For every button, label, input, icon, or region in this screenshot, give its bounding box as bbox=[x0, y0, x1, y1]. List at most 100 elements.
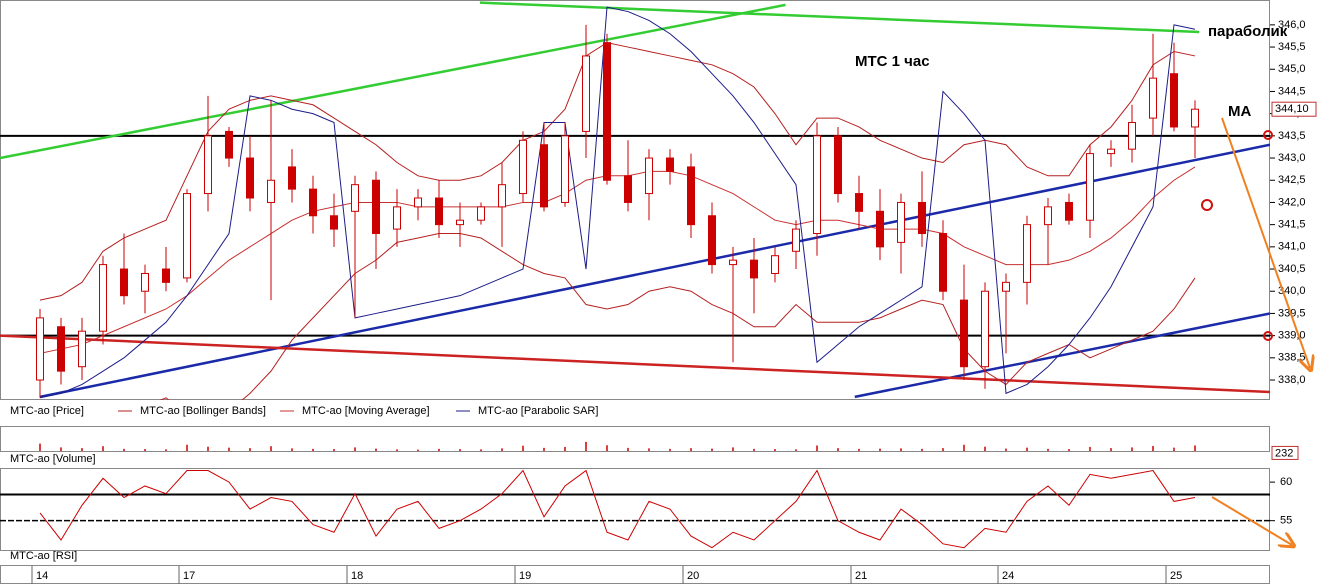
candle-body bbox=[1002, 281, 1010, 292]
candle-body bbox=[540, 144, 548, 208]
candle-body bbox=[1044, 206, 1052, 226]
price-label: 344,10 bbox=[1275, 103, 1309, 115]
candle-body bbox=[36, 317, 44, 381]
candle-body bbox=[414, 197, 422, 208]
trend-line bbox=[0, 334, 1270, 394]
candle-body bbox=[1128, 122, 1136, 150]
y-tick-label: 343,0 bbox=[1278, 152, 1306, 164]
x-tick-label: 24 bbox=[1002, 570, 1014, 582]
candle-body bbox=[855, 193, 863, 212]
candle-body bbox=[99, 264, 107, 332]
candle-body bbox=[330, 215, 338, 230]
candle-body bbox=[162, 268, 170, 283]
legend-entry: MTC-ao [Parabolic SAR] bbox=[478, 405, 598, 417]
candle-body bbox=[1086, 153, 1094, 221]
candle-body bbox=[960, 299, 968, 368]
y-tick-label: 345,5 bbox=[1278, 41, 1306, 53]
annotation: параболик bbox=[1208, 23, 1288, 40]
candle-body bbox=[183, 193, 191, 279]
x-tick-label: 14 bbox=[36, 570, 48, 582]
candle-body bbox=[393, 206, 401, 230]
legend-entry: MTC-ao [Moving Average] bbox=[302, 405, 430, 417]
annotation: MTC 1 час bbox=[855, 53, 930, 70]
annotation: МА bbox=[1228, 103, 1251, 120]
candle-body bbox=[435, 197, 443, 226]
candle-body bbox=[1065, 201, 1073, 221]
candle-body bbox=[1170, 73, 1178, 128]
candle-body bbox=[582, 55, 590, 132]
candle-body bbox=[876, 210, 884, 248]
x-tick-label: 21 bbox=[855, 570, 867, 582]
forecast-arrow bbox=[1221, 117, 1310, 368]
y-tick-label: 60 bbox=[1280, 476, 1292, 488]
candle-body bbox=[309, 188, 317, 217]
indicator-line bbox=[159, 233, 1196, 400]
legend-entry: MTC-ao [RSI] bbox=[10, 550, 77, 562]
y-tick-label: 341,0 bbox=[1278, 241, 1306, 253]
candle-body bbox=[666, 157, 674, 172]
candle-body bbox=[624, 175, 632, 203]
volume-label: 232 bbox=[1275, 447, 1293, 459]
price-plot bbox=[0, 1, 1270, 400]
candle-body bbox=[750, 259, 758, 279]
y-tick-label: 342,0 bbox=[1278, 196, 1306, 208]
candle-body bbox=[1023, 224, 1031, 283]
candle-body bbox=[792, 228, 800, 252]
legend-entry: MTC-ao [Bollinger Bands] bbox=[140, 405, 266, 417]
y-tick-label: 341,5 bbox=[1278, 219, 1306, 231]
candle-body bbox=[1107, 148, 1115, 155]
candle-body bbox=[834, 135, 842, 195]
candle-body bbox=[813, 135, 821, 235]
y-tick-label: 338,0 bbox=[1278, 374, 1306, 386]
x-tick-label: 20 bbox=[687, 570, 699, 582]
candle-body bbox=[225, 130, 233, 159]
rsi-plot bbox=[0, 469, 1270, 549]
y-tick-label: 343,5 bbox=[1278, 130, 1306, 142]
legend-entry: MTC-ao [Volume] bbox=[10, 453, 96, 465]
y-tick-label: 344,5 bbox=[1278, 85, 1306, 97]
candle-body bbox=[477, 206, 485, 221]
candle-body bbox=[141, 272, 149, 292]
trend-line bbox=[0, 3, 786, 160]
volume-plot bbox=[39, 441, 1196, 451]
candle-body bbox=[1191, 108, 1199, 128]
price-panel bbox=[0, 0, 1270, 400]
forecast-arrow bbox=[1211, 496, 1292, 545]
candle-body bbox=[771, 255, 779, 274]
candle-body bbox=[498, 184, 506, 208]
candle-body bbox=[981, 290, 989, 368]
candle-body bbox=[603, 42, 611, 181]
y-tick-label: 55 bbox=[1280, 515, 1292, 527]
level-marker bbox=[1263, 331, 1273, 341]
candle-body bbox=[267, 179, 275, 203]
trend-line bbox=[39, 143, 1270, 399]
candle-body bbox=[204, 135, 212, 195]
candle-body bbox=[288, 166, 296, 190]
sar-line bbox=[39, 6, 1196, 399]
candle-body bbox=[519, 139, 527, 195]
volume-label-box bbox=[1271, 445, 1299, 460]
candle-body bbox=[561, 135, 569, 203]
candle-body bbox=[687, 166, 695, 226]
candle-body bbox=[645, 157, 653, 195]
indicator-line bbox=[39, 166, 1196, 354]
candle-body bbox=[351, 184, 359, 212]
x-tick-label: 17 bbox=[183, 570, 195, 582]
x-tick-label: 25 bbox=[1170, 570, 1182, 582]
volume-panel bbox=[0, 426, 1270, 452]
indicator-line bbox=[39, 42, 1196, 301]
candle-body bbox=[78, 330, 86, 368]
y-tick-label: 338,5 bbox=[1278, 352, 1306, 364]
candle-body bbox=[456, 219, 464, 226]
y-tick-label: 342,5 bbox=[1278, 174, 1306, 186]
rsi-line bbox=[39, 469, 1196, 549]
y-tick-label: 339,0 bbox=[1278, 330, 1306, 342]
level-marker bbox=[1263, 130, 1273, 140]
axes: 338,0338,5339,0339,5340,0340,5341,0341,5… bbox=[31, 19, 1317, 584]
y-tick-label: 345,0 bbox=[1278, 63, 1306, 75]
candle-body bbox=[918, 201, 926, 235]
candle-body bbox=[372, 179, 380, 235]
candle-body bbox=[1149, 77, 1157, 119]
candle-body bbox=[246, 157, 254, 199]
candle-body bbox=[729, 259, 737, 266]
